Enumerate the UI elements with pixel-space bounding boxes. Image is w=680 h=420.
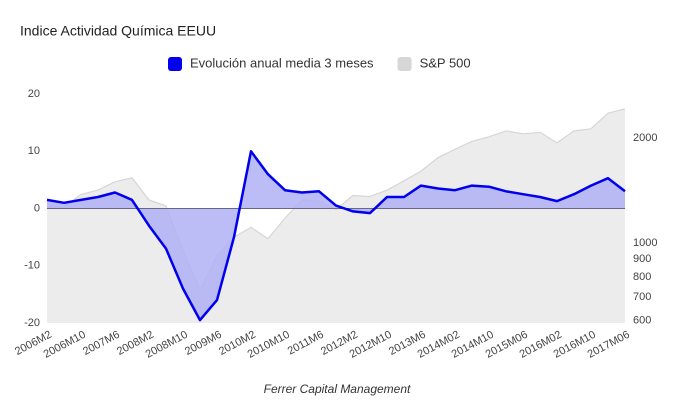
line: [46, 150, 626, 322]
y2-tick-label: 600: [633, 314, 651, 326]
x-tick-label: 2009M6: [183, 329, 224, 358]
y-tick-label: -10: [24, 260, 40, 272]
y-tick-label: 10: [28, 145, 40, 157]
line: [46, 108, 626, 291]
chart-title: Indice Actividad Química EEUU: [20, 23, 216, 39]
y2-tick-label: 700: [633, 291, 651, 303]
y-tick-label: -20: [24, 317, 40, 329]
legend-swatch: [168, 57, 182, 71]
y2-tick-label: 900: [633, 253, 651, 265]
y2-tick-label: 2000: [633, 132, 657, 144]
footer: Ferrer Capital Management: [264, 382, 411, 396]
y2-tick-label: 800: [633, 271, 651, 283]
area: [47, 151, 625, 321]
legend-swatch: [397, 57, 412, 71]
area: [47, 108, 625, 323]
y2-tick-label: 1000: [633, 237, 657, 249]
legend-label: S&P 500: [420, 55, 471, 70]
legend-label: Evolución anual media 3 meses: [190, 55, 374, 70]
x-tick-label: 2011M6: [286, 329, 326, 358]
y-tick-label: 0: [34, 202, 40, 214]
y-tick-label: 20: [28, 88, 40, 100]
x-tick-label: 2007M6: [81, 329, 122, 358]
